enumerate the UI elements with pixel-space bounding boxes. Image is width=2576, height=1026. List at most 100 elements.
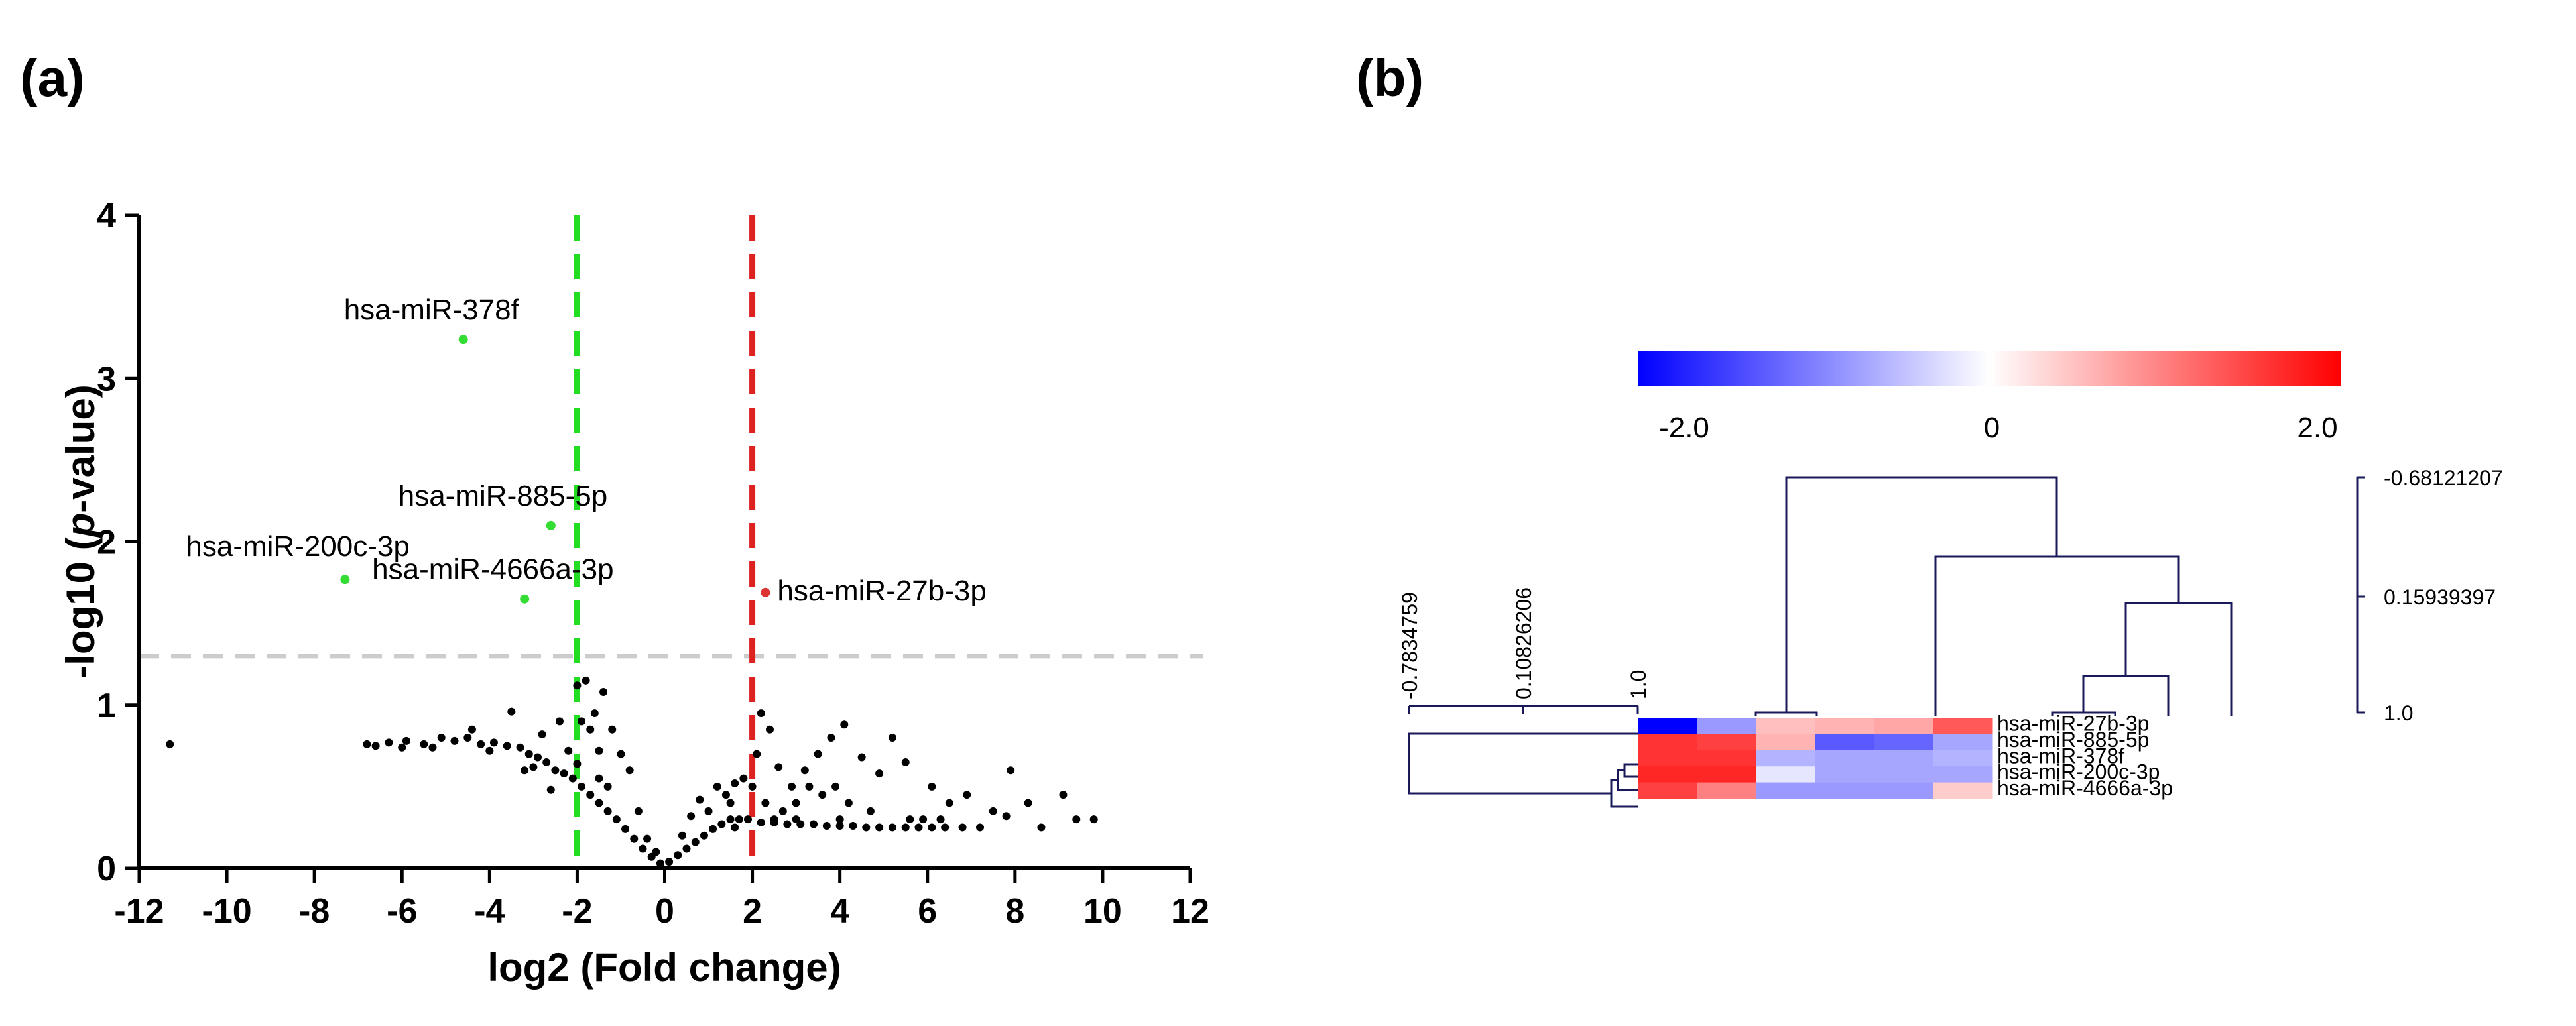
heatmap-cell <box>1933 782 1993 799</box>
data-point <box>709 825 717 833</box>
data-point <box>656 859 664 868</box>
data-point <box>901 823 910 832</box>
heatmap-row-label: hsa-miR-27b-3p <box>1997 712 2149 736</box>
heatmap-row-label: hsa-miR-4666a-3p <box>1997 776 2173 800</box>
heatmap-cell <box>1756 718 1815 734</box>
data-point <box>726 799 735 807</box>
y-tick-label: 0 <box>97 850 116 888</box>
data-point <box>1007 766 1015 775</box>
data-point <box>958 823 967 832</box>
data-point <box>818 791 827 799</box>
data-point <box>766 725 774 734</box>
heatmap-cell <box>1815 734 1874 751</box>
data-point <box>1059 791 1068 799</box>
data-point <box>761 799 770 807</box>
data-point <box>941 823 950 832</box>
data-point <box>643 834 652 843</box>
heatmap-cells <box>1638 718 1993 799</box>
data-point <box>652 848 660 856</box>
heatmap-cell <box>1697 750 1756 767</box>
heatmap-cell <box>1756 734 1815 751</box>
x-tick-label: -12 <box>114 892 164 931</box>
data-point <box>687 812 696 821</box>
row-dendrogram <box>1408 705 1639 808</box>
x-tick-label: 2 <box>743 892 762 931</box>
y-tick-label: 4 <box>97 197 116 235</box>
data-point <box>617 750 625 758</box>
x-tick-label: -4 <box>474 892 505 931</box>
data-point <box>603 807 612 815</box>
heatmap-cell <box>1756 766 1815 783</box>
data-point <box>595 746 603 755</box>
data-point <box>1072 815 1081 824</box>
data-point <box>888 823 896 832</box>
data-point <box>524 750 533 758</box>
data-point <box>928 782 936 791</box>
data-point <box>888 734 896 742</box>
x-tick-label: 4 <box>830 892 849 931</box>
data-point <box>678 831 686 840</box>
data-point <box>989 807 997 815</box>
heatmap-row-label: hsa-miR-885-5p <box>1997 728 2149 752</box>
data-point <box>770 815 778 824</box>
data-point <box>595 799 603 807</box>
data-point <box>516 743 524 752</box>
highlighted-point <box>520 594 530 604</box>
col-dendro-label-top: -0.68121207 <box>2384 466 2503 490</box>
data-point <box>1024 799 1032 807</box>
row-dendro-label-left: -0.7834759 <box>1398 592 1422 699</box>
point-annotation: hsa-miR-27b-3p <box>777 575 986 607</box>
x-tick-labels: -12 -10 -8 -6 -4 -2 0 2 4 6 8 10 12 <box>114 868 1209 931</box>
x-tick-label: 8 <box>1005 892 1024 931</box>
data-point <box>831 782 840 791</box>
data-point <box>463 734 472 742</box>
data-point <box>507 707 516 716</box>
heatmap-panel: -2.0 0 2.0 -0.68121207 0.15939397 1.0 <box>1398 351 2503 808</box>
data-point <box>551 766 560 775</box>
colorbar-max-label: 2.0 <box>2297 412 2337 444</box>
data-point <box>556 717 564 726</box>
heatmap-cell <box>1697 766 1756 783</box>
data-point <box>437 734 446 742</box>
data-point <box>805 782 814 791</box>
data-point <box>778 807 787 815</box>
data-point <box>665 858 674 866</box>
data-point <box>875 770 884 778</box>
data-point <box>363 740 371 748</box>
col-dendro-label-mid: 0.15939397 <box>2384 585 2496 609</box>
x-tick-label: 12 <box>1171 892 1209 931</box>
data-point <box>428 743 437 752</box>
data-points <box>166 676 1098 868</box>
heatmap-cell <box>1756 782 1815 799</box>
data-point <box>582 676 590 685</box>
data-point <box>844 799 853 807</box>
data-point <box>603 782 612 791</box>
data-point <box>595 774 603 783</box>
data-point <box>1089 815 1098 824</box>
data-point <box>696 795 704 804</box>
data-point <box>901 758 910 766</box>
data-point <box>420 740 428 748</box>
data-point <box>788 782 796 791</box>
data-point <box>704 807 713 815</box>
data-point <box>800 766 809 775</box>
data-point <box>450 736 459 745</box>
data-point <box>503 742 511 750</box>
colorbar-min-label: -2.0 <box>1659 412 1709 444</box>
heatmap-cell <box>1638 718 1697 734</box>
heatmap-cell <box>1815 750 1874 767</box>
data-point <box>599 688 608 697</box>
heatmap-cell <box>1697 734 1756 751</box>
data-point <box>564 746 573 755</box>
x-axis-title: log2 (Fold change) <box>487 945 841 990</box>
data-point <box>748 782 757 791</box>
data-point <box>533 753 542 762</box>
data-point <box>976 823 984 832</box>
data-point <box>477 740 485 748</box>
x-tick-label: 6 <box>918 892 937 931</box>
column-dendrogram <box>1754 476 2365 716</box>
heatmap-cell <box>1874 750 1933 767</box>
data-point <box>398 743 406 752</box>
data-point <box>578 782 586 791</box>
